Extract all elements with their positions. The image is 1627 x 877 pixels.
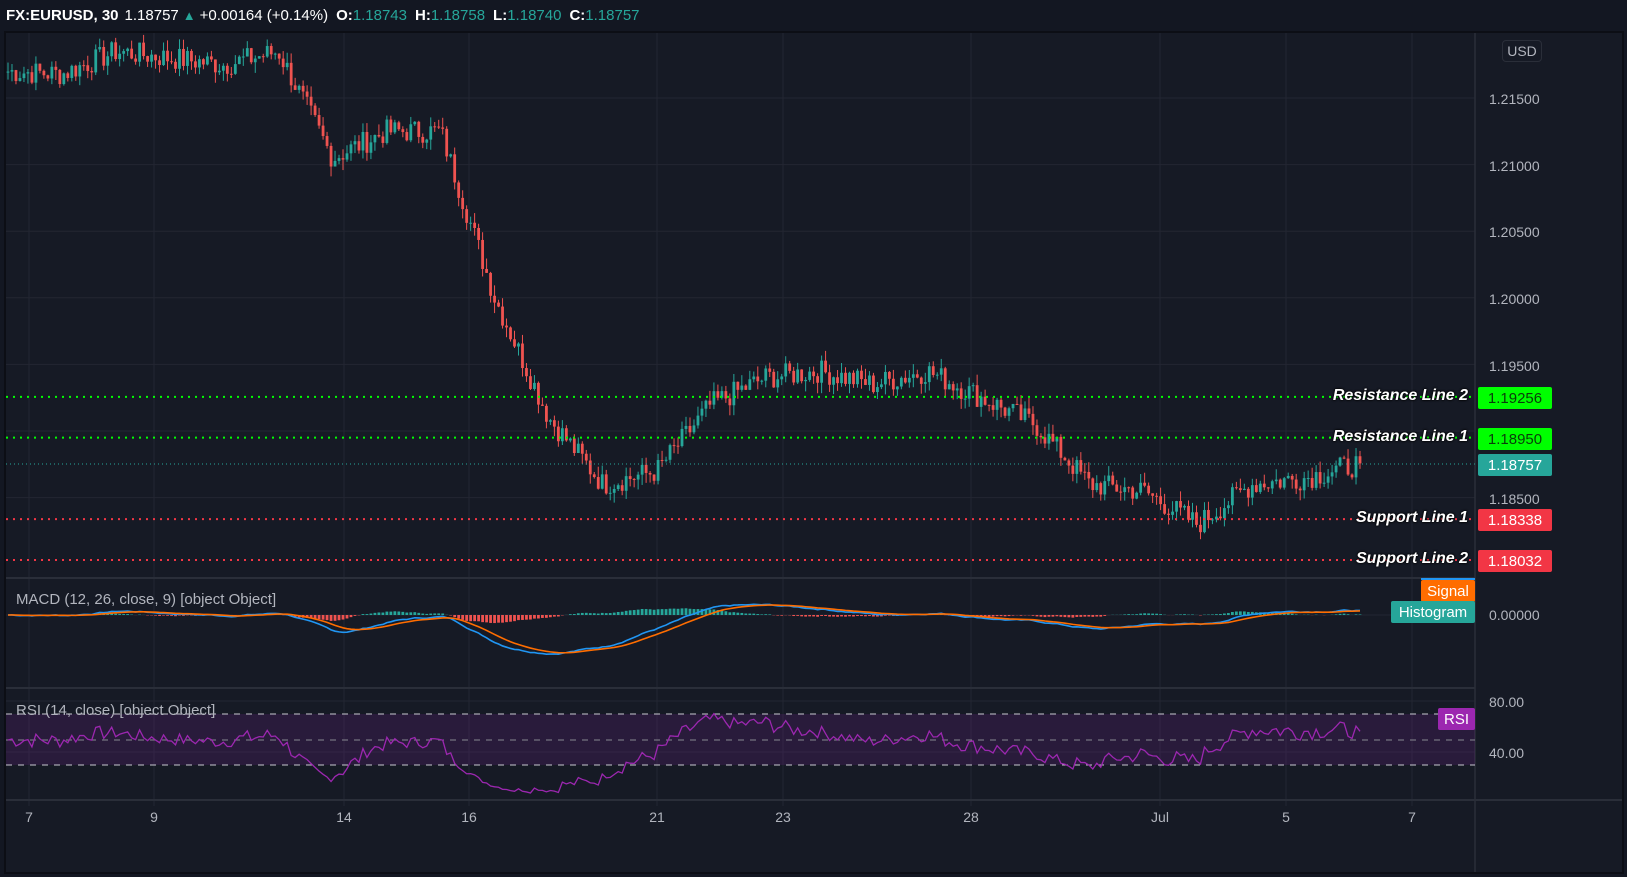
resistance-line-2-tag: 1.19256 bbox=[1478, 387, 1552, 409]
macd-zero-tick: 0.00000 bbox=[1489, 607, 1540, 623]
price-axis[interactable]: 1.21500 1.21000 1.20500 1.20000 1.19500 … bbox=[1489, 91, 1540, 761]
time-tick: 9 bbox=[150, 809, 158, 825]
time-axis[interactable]: 7 9 14 16 21 23 28 Jul 5 7 bbox=[25, 809, 1416, 825]
triangle-up-icon: ▲ bbox=[182, 7, 196, 23]
price-tick: 1.21000 bbox=[1489, 158, 1540, 174]
rsi-tick: 40.00 bbox=[1489, 745, 1524, 761]
time-tick: 28 bbox=[963, 809, 979, 825]
macd-legend[interactable]: MACD (12, 26, close, 9) [object Object] bbox=[16, 591, 277, 608]
time-tick: 7 bbox=[1408, 809, 1416, 825]
rsi-tag: RSI bbox=[1438, 708, 1475, 730]
level-lines[interactable] bbox=[6, 395, 1475, 561]
candlestick-series[interactable] bbox=[6, 34, 1362, 540]
close-value: 1.18757 bbox=[585, 6, 640, 24]
support-line-2-label: Support Line 2 bbox=[1356, 550, 1468, 567]
high-value: 1.18758 bbox=[430, 6, 486, 24]
price-tick: 1.18500 bbox=[1489, 491, 1540, 507]
resistance-line-1-label: Resistance Line 1 bbox=[1332, 428, 1468, 445]
price-tick: 1.19500 bbox=[1489, 358, 1540, 374]
time-tick: 16 bbox=[461, 809, 477, 825]
support-line-1-label: Support Line 1 bbox=[1356, 509, 1468, 526]
last-price: 1.18757 bbox=[124, 6, 179, 24]
price-tick: 1.21500 bbox=[1489, 91, 1540, 107]
resistance-line-1-tag: 1.18950 bbox=[1478, 428, 1552, 450]
grid-lines bbox=[6, 33, 1475, 806]
low-value: 1.18740 bbox=[507, 6, 562, 24]
time-tick: 23 bbox=[775, 809, 791, 825]
support-line-2-tag: 1.18032 bbox=[1478, 550, 1552, 572]
rsi-legend[interactable]: RSI (14, close) [object Object] bbox=[16, 702, 216, 719]
last-price-tag: 1.18757 bbox=[1478, 454, 1552, 476]
signal-tag: Signal bbox=[1421, 580, 1475, 602]
time-tick: Jul bbox=[1151, 809, 1169, 825]
macd-series[interactable] bbox=[7, 603, 1362, 655]
close-label: C: bbox=[569, 6, 586, 24]
price-tick: 1.20000 bbox=[1489, 291, 1540, 307]
time-tick: 5 bbox=[1282, 809, 1290, 825]
macd-tag-edge bbox=[1421, 578, 1475, 580]
time-tick: 7 bbox=[25, 809, 33, 825]
low-label: L: bbox=[493, 6, 508, 24]
symbol-name[interactable]: FX:EURUSD, 30 bbox=[6, 6, 119, 24]
time-tick: 21 bbox=[649, 809, 665, 825]
price-change: +0.00164 (+0.14%) bbox=[199, 6, 329, 24]
price-tick: 1.20500 bbox=[1489, 224, 1540, 240]
currency-badge[interactable]: USD bbox=[1502, 40, 1542, 62]
open-value: 1.18743 bbox=[352, 6, 407, 24]
rsi-tick: 80.00 bbox=[1489, 694, 1524, 710]
resistance-line-2-label: Resistance Line 2 bbox=[1332, 387, 1468, 404]
symbol-header: FX:EURUSD, 30 1.18757 ▲ +0.00164 (+0.14%… bbox=[0, 0, 1627, 30]
histogram-tag: Histogram bbox=[1391, 601, 1475, 623]
high-label: H: bbox=[414, 6, 431, 24]
support-line-1-tag: 1.18338 bbox=[1478, 509, 1552, 531]
open-label: O: bbox=[336, 6, 353, 24]
rsi-line[interactable] bbox=[7, 712, 1361, 794]
time-tick: 14 bbox=[336, 809, 352, 825]
